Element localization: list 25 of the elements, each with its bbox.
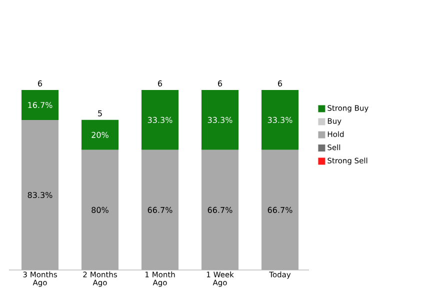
bar bbox=[262, 90, 298, 150]
annotation: 33.3% bbox=[268, 116, 292, 123]
text: 6 bbox=[158, 80, 162, 86]
bar bbox=[22, 120, 59, 270]
annotation: 33.3% bbox=[208, 116, 232, 123]
bar bbox=[82, 150, 119, 270]
bar bbox=[202, 150, 238, 270]
text: 6 bbox=[278, 80, 282, 86]
bar bbox=[142, 90, 179, 150]
annotation: 66.7% bbox=[148, 206, 172, 213]
annotation: 83.3% bbox=[28, 192, 52, 198]
text: 6 bbox=[218, 80, 222, 86]
bar bbox=[142, 150, 179, 270]
annotation: 20% bbox=[92, 132, 108, 138]
bar bbox=[262, 150, 298, 270]
annotation: 16.7% bbox=[28, 102, 52, 108]
annotation: 80% bbox=[92, 206, 108, 213]
bar bbox=[82, 120, 119, 150]
annotation: 5 bbox=[98, 110, 102, 116]
annotation: 33.3% bbox=[148, 116, 172, 123]
annotation: 66.7% bbox=[268, 206, 292, 213]
text: 6 bbox=[38, 80, 42, 86]
bar bbox=[202, 90, 238, 150]
bar bbox=[22, 90, 59, 120]
annotation: 66.7% bbox=[208, 206, 232, 213]
